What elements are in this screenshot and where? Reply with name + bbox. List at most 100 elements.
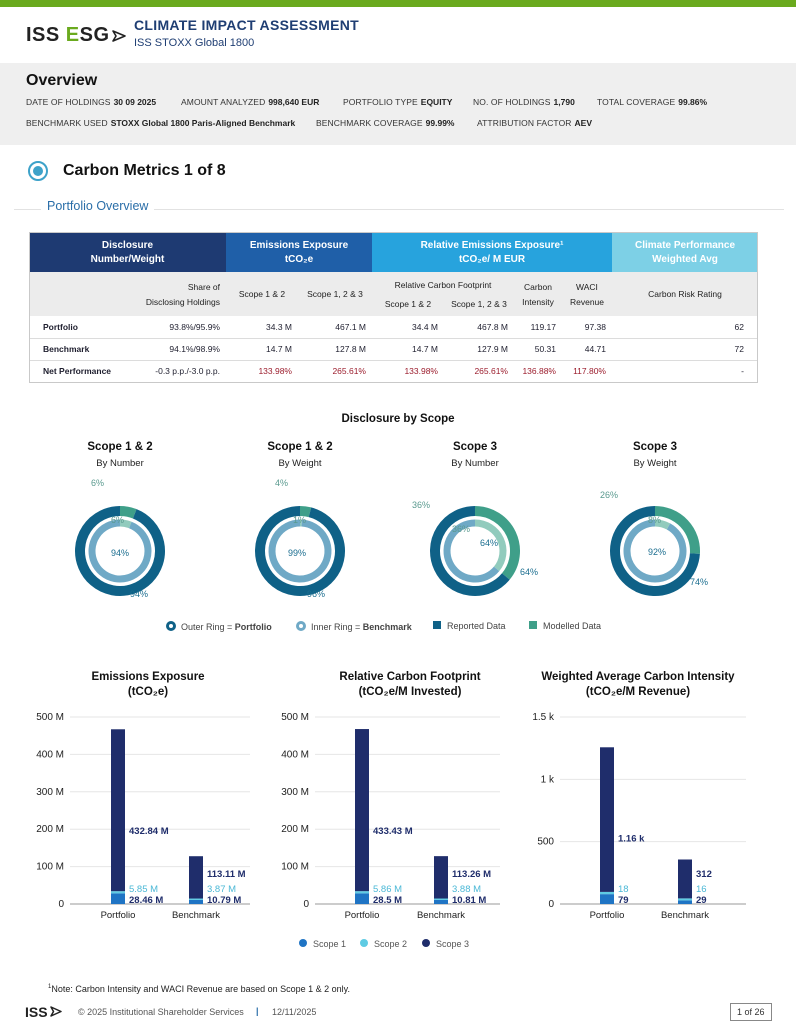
inner-ring-reported-arc	[268, 519, 332, 583]
data-label-scope1: 79	[618, 895, 629, 906]
bar-segment-scope-1	[189, 899, 203, 904]
bar-segment-scope-2	[600, 891, 614, 895]
outer-ring-reported-arc	[430, 506, 510, 596]
column-header-rcf: Relative Carbon Footprint Scope 1 & 2 Sco…	[372, 272, 514, 316]
data-label-scope1: 28.5 M	[373, 895, 402, 906]
data-label-scope3: 433.43 M	[373, 826, 413, 837]
table-row: Net Performance -0.3 p.p./-3.0 p.p. 133.98…	[29, 360, 758, 383]
bar-segment-scope-1	[600, 894, 614, 904]
bar-segment-scope-3	[434, 856, 448, 899]
column-header-scope123: Scope 1, 2 & 3	[298, 272, 372, 316]
legend-scope1: Scope 1	[299, 939, 346, 949]
data-label-scope2: 16	[696, 884, 707, 895]
column-header-carbon-intensity: Carbon Intensity	[514, 272, 562, 316]
modelled-swatch-icon	[529, 621, 537, 629]
category-label: Portfolio	[345, 910, 380, 921]
divider	[14, 209, 784, 210]
carbon-metrics-table: Disclosure Number/Weight Emissions Exposu…	[29, 232, 758, 383]
y-tick-label: 0	[548, 899, 554, 910]
legend-outer-ring: Outer Ring = Portfolio	[166, 621, 272, 632]
column-header-scope12: Scope 1 & 2	[226, 272, 298, 316]
disclosure-title: Disclosure by Scope	[341, 413, 455, 425]
legend-reported: Reported Data	[433, 621, 506, 631]
y-tick-label: 300 M	[36, 787, 64, 798]
data-label-scope1: 10.79 M	[207, 895, 241, 906]
y-tick-label: 0	[58, 899, 64, 910]
y-tick-label: 500 M	[281, 712, 309, 723]
outer-reported-label: 94%	[130, 589, 149, 599]
copyright: © 2025 Institutional Shareholder Service…	[78, 1007, 244, 1017]
y-tick-label: 500	[537, 837, 554, 848]
inner-ring-modelled-arc	[654, 519, 671, 530]
iss-footer-logo: ISS	[25, 1004, 62, 1020]
ring-gap	[621, 517, 689, 585]
bar-segment-scope-3	[678, 859, 692, 899]
inner-ring-icon	[296, 621, 306, 631]
overview-item: BENCHMARK COVERAGE 99.99%	[316, 118, 455, 128]
outer-ring-reported-arc	[610, 506, 700, 596]
outer-modelled-label: 36%	[412, 500, 431, 510]
overview-item: TOTAL COVERAGE 99.86%	[597, 97, 708, 107]
section-bullet-icon	[28, 161, 48, 181]
column-header	[29, 272, 129, 316]
donut-svg	[430, 506, 520, 596]
outer-ring-icon	[166, 621, 176, 631]
legend-scope3: Scope 3	[422, 939, 469, 949]
overview-item: AMOUNT ANALYZED 998,640 EUR	[181, 97, 320, 107]
bar-charts-area: 0 100 M 200 M 300 M 400 M 500 M 28.46 M 5.85 M 4…	[0, 700, 796, 930]
donut-subtitle: By Weight	[278, 458, 322, 469]
y-tick-label: 1.5 k	[532, 712, 555, 723]
outer-ring	[75, 506, 165, 596]
group-header-emissions-exposure: Emissions Exposure tCO₂e	[226, 232, 372, 272]
legend-modelled: Modelled Data	[529, 621, 601, 631]
donut-svg	[75, 506, 165, 596]
outer-reported-label: 96%	[307, 589, 326, 599]
legend-scope2: Scope 2	[360, 939, 407, 949]
data-label-scope1: 28.46 M	[129, 895, 163, 906]
inner-ring-reported-arc	[88, 519, 152, 583]
y-tick-label: 300 M	[281, 787, 309, 798]
section-title: Carbon Metrics 1 of 8	[63, 162, 226, 179]
y-tick-label: 1 k	[541, 774, 555, 785]
inner-reported-label: 92%	[648, 547, 667, 557]
overview-item: ATTRIBUTION FACTOR AEV	[477, 118, 592, 128]
donut-chart: Scope 1 & 2 By Weight 4% 1% 99% 96%	[225, 441, 375, 599]
legend-inner-ring: Inner Ring = Benchmark	[296, 621, 412, 632]
report-subtitle: ISS STOXX Global 1800	[134, 37, 255, 49]
bar-charts-svg: 0 100 M 200 M 300 M 400 M 500 M 28.46 M5.85 M 4…	[36, 712, 746, 921]
donut-title: Scope 1 & 2	[87, 441, 153, 453]
inner-ring	[88, 519, 152, 583]
data-label-scope3: 432.84 M	[129, 826, 169, 837]
category-label: Portfolio	[590, 910, 625, 921]
y-tick-label: 400 M	[36, 749, 64, 760]
y-tick-label: 200 M	[36, 824, 64, 835]
y-tick-label: 200 M	[281, 824, 309, 835]
reported-swatch-icon	[433, 621, 441, 629]
column-header-waci: WACI Revenue	[562, 272, 612, 316]
group-header-relative-emissions: Relative Emissions Exposure¹ tCO₂e/ M EUR	[372, 232, 612, 272]
inner-ring	[623, 519, 687, 583]
overview-item: NO. OF HOLDINGS 1,790	[473, 97, 575, 107]
report-header: ISS ESG CLIMATE IMPACT ASSESSMENT ISS ST…	[0, 7, 796, 63]
outer-ring-modelled-arc	[474, 506, 520, 580]
bar-segment-scope-1	[678, 900, 692, 904]
overview-title: Overview	[26, 72, 98, 89]
bar-segment-scope-3	[600, 747, 614, 892]
inner-ring-modelled-arc	[474, 519, 507, 572]
scope3-dot-icon	[422, 939, 430, 947]
data-label-scope2: 18	[618, 884, 629, 895]
outer-modelled-label: 6%	[91, 478, 105, 488]
outer-modelled-label: 4%	[275, 478, 289, 488]
donut-svg	[255, 506, 345, 596]
inner-ring-reported-arc	[623, 519, 687, 583]
data-label-scope2: 3.88 M	[452, 884, 481, 895]
donut-hole	[276, 527, 324, 575]
y-tick-label: 100 M	[281, 862, 309, 873]
top-accent-bar	[0, 0, 796, 7]
inner-ring	[268, 519, 332, 583]
outer-ring	[610, 506, 700, 596]
bar-segment-scope-2	[355, 891, 369, 894]
y-tick-label: 500 M	[36, 712, 64, 723]
report-title: CLIMATE IMPACT ASSESSMENT	[134, 17, 360, 33]
